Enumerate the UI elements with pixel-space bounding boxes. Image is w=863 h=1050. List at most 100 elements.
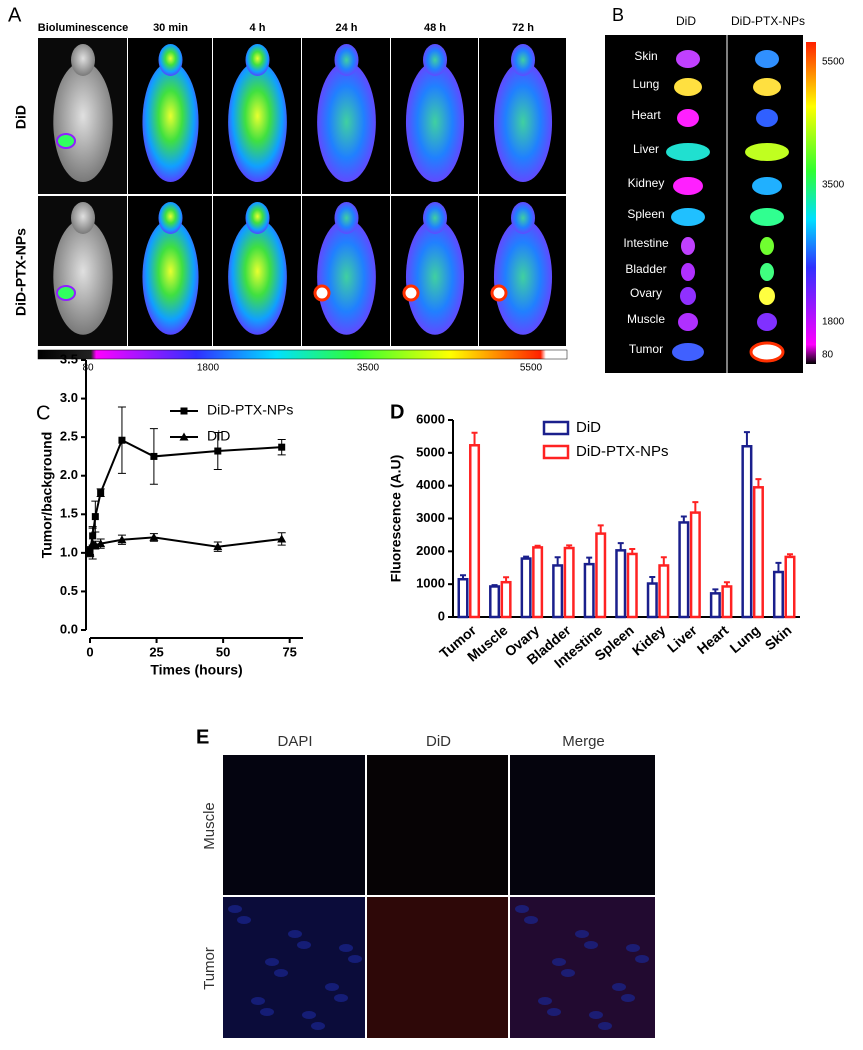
nucleus [621, 994, 635, 1002]
organ-image [671, 208, 705, 226]
bar [469, 444, 481, 619]
x-tick-label: Skin [762, 622, 795, 653]
marker [118, 436, 126, 444]
bar [532, 546, 544, 619]
panel-a: A Bioluminescence 30 min 4 h 24 h 48 h 72 h Di… [8, 4, 568, 374]
mouse-head [158, 44, 183, 76]
organ-image [676, 50, 700, 68]
bar [552, 564, 564, 619]
organ-label: Kidney [628, 176, 665, 190]
mouse [405, 219, 465, 335]
column-header: DiD [426, 733, 451, 750]
scale-label: 80 [822, 350, 834, 361]
x-tick-label: 25 [149, 644, 163, 659]
marker [278, 443, 286, 451]
scale-label: 3500 [822, 180, 845, 191]
organ-image [753, 78, 781, 96]
bar [784, 555, 796, 619]
organ-image [681, 237, 695, 255]
organ-label: Liver [633, 142, 659, 156]
y-tick-label: 0.0 [60, 621, 78, 636]
bar [489, 585, 501, 619]
x-axis-title: Times (hours) [150, 662, 242, 678]
organ-image [674, 78, 702, 96]
organ-image [759, 287, 775, 305]
nucleus [612, 983, 626, 991]
error-bar [775, 561, 782, 573]
color-scale [806, 42, 816, 364]
y-tick-label: 2.5 [60, 429, 78, 444]
nucleus [538, 997, 552, 1005]
nucleus [260, 1008, 274, 1016]
marker [96, 539, 106, 548]
y-tick-label: 3.0 [60, 390, 78, 405]
bar [500, 580, 512, 619]
panel-b: B DiD DiD-PTX-NPs Skin Lung Heart Liver Kidney… [605, 5, 845, 373]
organ-image [757, 313, 777, 331]
nucleus [339, 944, 353, 952]
row-header: DiD [13, 105, 29, 129]
mouse-head [511, 44, 535, 76]
mouse-head [71, 44, 95, 76]
nucleus [251, 997, 265, 1005]
panel-label: D [390, 401, 404, 423]
mouse [493, 219, 553, 335]
panel-label: A [8, 4, 22, 26]
scale-label: 5500 [520, 363, 543, 374]
legend-marker [179, 432, 189, 441]
x-tick-label: Kidey [629, 622, 669, 659]
panel-label: B [612, 5, 624, 25]
tumor-signal [402, 284, 420, 302]
bar [520, 557, 532, 619]
legend-label: DiD [576, 419, 601, 436]
bar [741, 445, 753, 619]
organ-label: Lung [633, 77, 660, 91]
mouse [142, 219, 199, 335]
bar [646, 582, 658, 619]
nucleus [584, 941, 598, 949]
nucleus [589, 1011, 603, 1019]
mouse [228, 61, 287, 183]
organ-image [749, 341, 785, 363]
nucleus [561, 969, 575, 977]
bar [678, 521, 690, 619]
nucleus [552, 958, 566, 966]
error-bar [554, 556, 561, 566]
micrograph [510, 755, 655, 895]
scale-label: 5500 [822, 57, 845, 68]
organ-image [677, 109, 699, 127]
marker [214, 447, 222, 455]
mouse [228, 219, 287, 335]
organ-image [760, 237, 774, 255]
error-bar [743, 431, 750, 447]
mouse-head [511, 202, 535, 234]
nucleus [598, 1022, 612, 1030]
panel-d: D 0 1000 2000 3000 4000 5000 6000 Fluorescence (… [388, 401, 800, 671]
organ-label: Heart [631, 108, 661, 122]
tumor-signal [56, 285, 76, 301]
organ-image [760, 263, 774, 281]
row-header: DiD-PTX-NPs [13, 228, 29, 316]
scale-label: 1800 [197, 363, 220, 374]
nucleus [288, 930, 302, 938]
y-tick-label: 2000 [416, 543, 445, 558]
organ-label: Intestine [623, 236, 669, 250]
error-bar [660, 556, 667, 566]
x-tick-label: 0 [86, 644, 93, 659]
marker [117, 535, 127, 544]
marker [213, 542, 223, 551]
panel-label: C [36, 402, 50, 424]
series-line [89, 438, 282, 551]
column-header: 30 min [153, 22, 188, 34]
y-tick-label: 1000 [416, 576, 445, 591]
error-bar [692, 501, 699, 513]
organ-image [672, 343, 704, 361]
organ-label: Tumor [629, 342, 663, 356]
nucleus [626, 944, 640, 952]
mouse [53, 61, 113, 183]
legend-label: DiD-PTX-NPs [576, 443, 669, 460]
bar [709, 592, 721, 619]
tumor-signal [56, 133, 76, 149]
y-tick-label: 1.0 [60, 544, 78, 559]
